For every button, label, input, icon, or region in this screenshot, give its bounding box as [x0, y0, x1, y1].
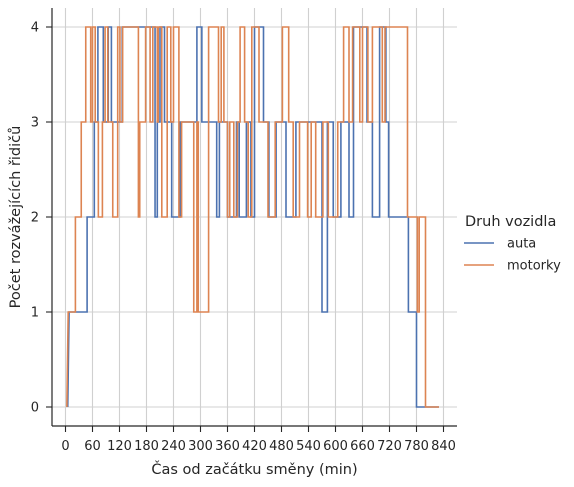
legend-label-motorky: motorky	[507, 259, 561, 274]
x-tick-label: 420	[242, 439, 267, 454]
x-tick-label: 120	[107, 439, 132, 454]
x-tick-label: 180	[134, 439, 159, 454]
x-tick-label: 300	[188, 439, 213, 454]
y-tick-labels: 0 1 2 3 4	[31, 21, 39, 416]
x-tick-labels: 0 60 120 180 240 300 360 420 480 540 600 660 720 780 8…	[61, 439, 456, 454]
x-tick-label: 660	[350, 439, 375, 454]
y-tick-label: 4	[31, 21, 39, 36]
x-tick-label: 0	[61, 439, 69, 454]
x-tick-label: 840	[431, 439, 456, 454]
legend-items: auta motorky	[464, 237, 561, 274]
y-tick-label: 0	[31, 401, 39, 416]
x-tick-label: 720	[377, 439, 402, 454]
x-tick-label: 360	[215, 439, 240, 454]
x-tick-label: 780	[404, 439, 429, 454]
x-tick-label: 60	[84, 439, 101, 454]
series-line-motorky	[66, 26, 439, 408]
x-tick-label: 600	[323, 439, 348, 454]
legend-title: Druh vozidla	[465, 214, 556, 230]
legend-label-auta: auta	[507, 237, 536, 252]
y-tick-label: 1	[31, 306, 39, 321]
series-lines	[66, 26, 439, 408]
y-tick-label: 3	[31, 116, 39, 131]
x-axis-title: Čas od začátku směny (min)	[151, 460, 357, 478]
x-tick-label: 480	[269, 439, 294, 454]
axes	[46, 8, 457, 432]
x-tick-label: 540	[296, 439, 321, 454]
x-tick-label: 240	[161, 439, 186, 454]
y-tick-label: 2	[31, 211, 39, 226]
legend: Druh vozidla auta motorky	[464, 214, 561, 274]
y-axis-title: Počet rozvážejících řidičů	[8, 126, 24, 309]
